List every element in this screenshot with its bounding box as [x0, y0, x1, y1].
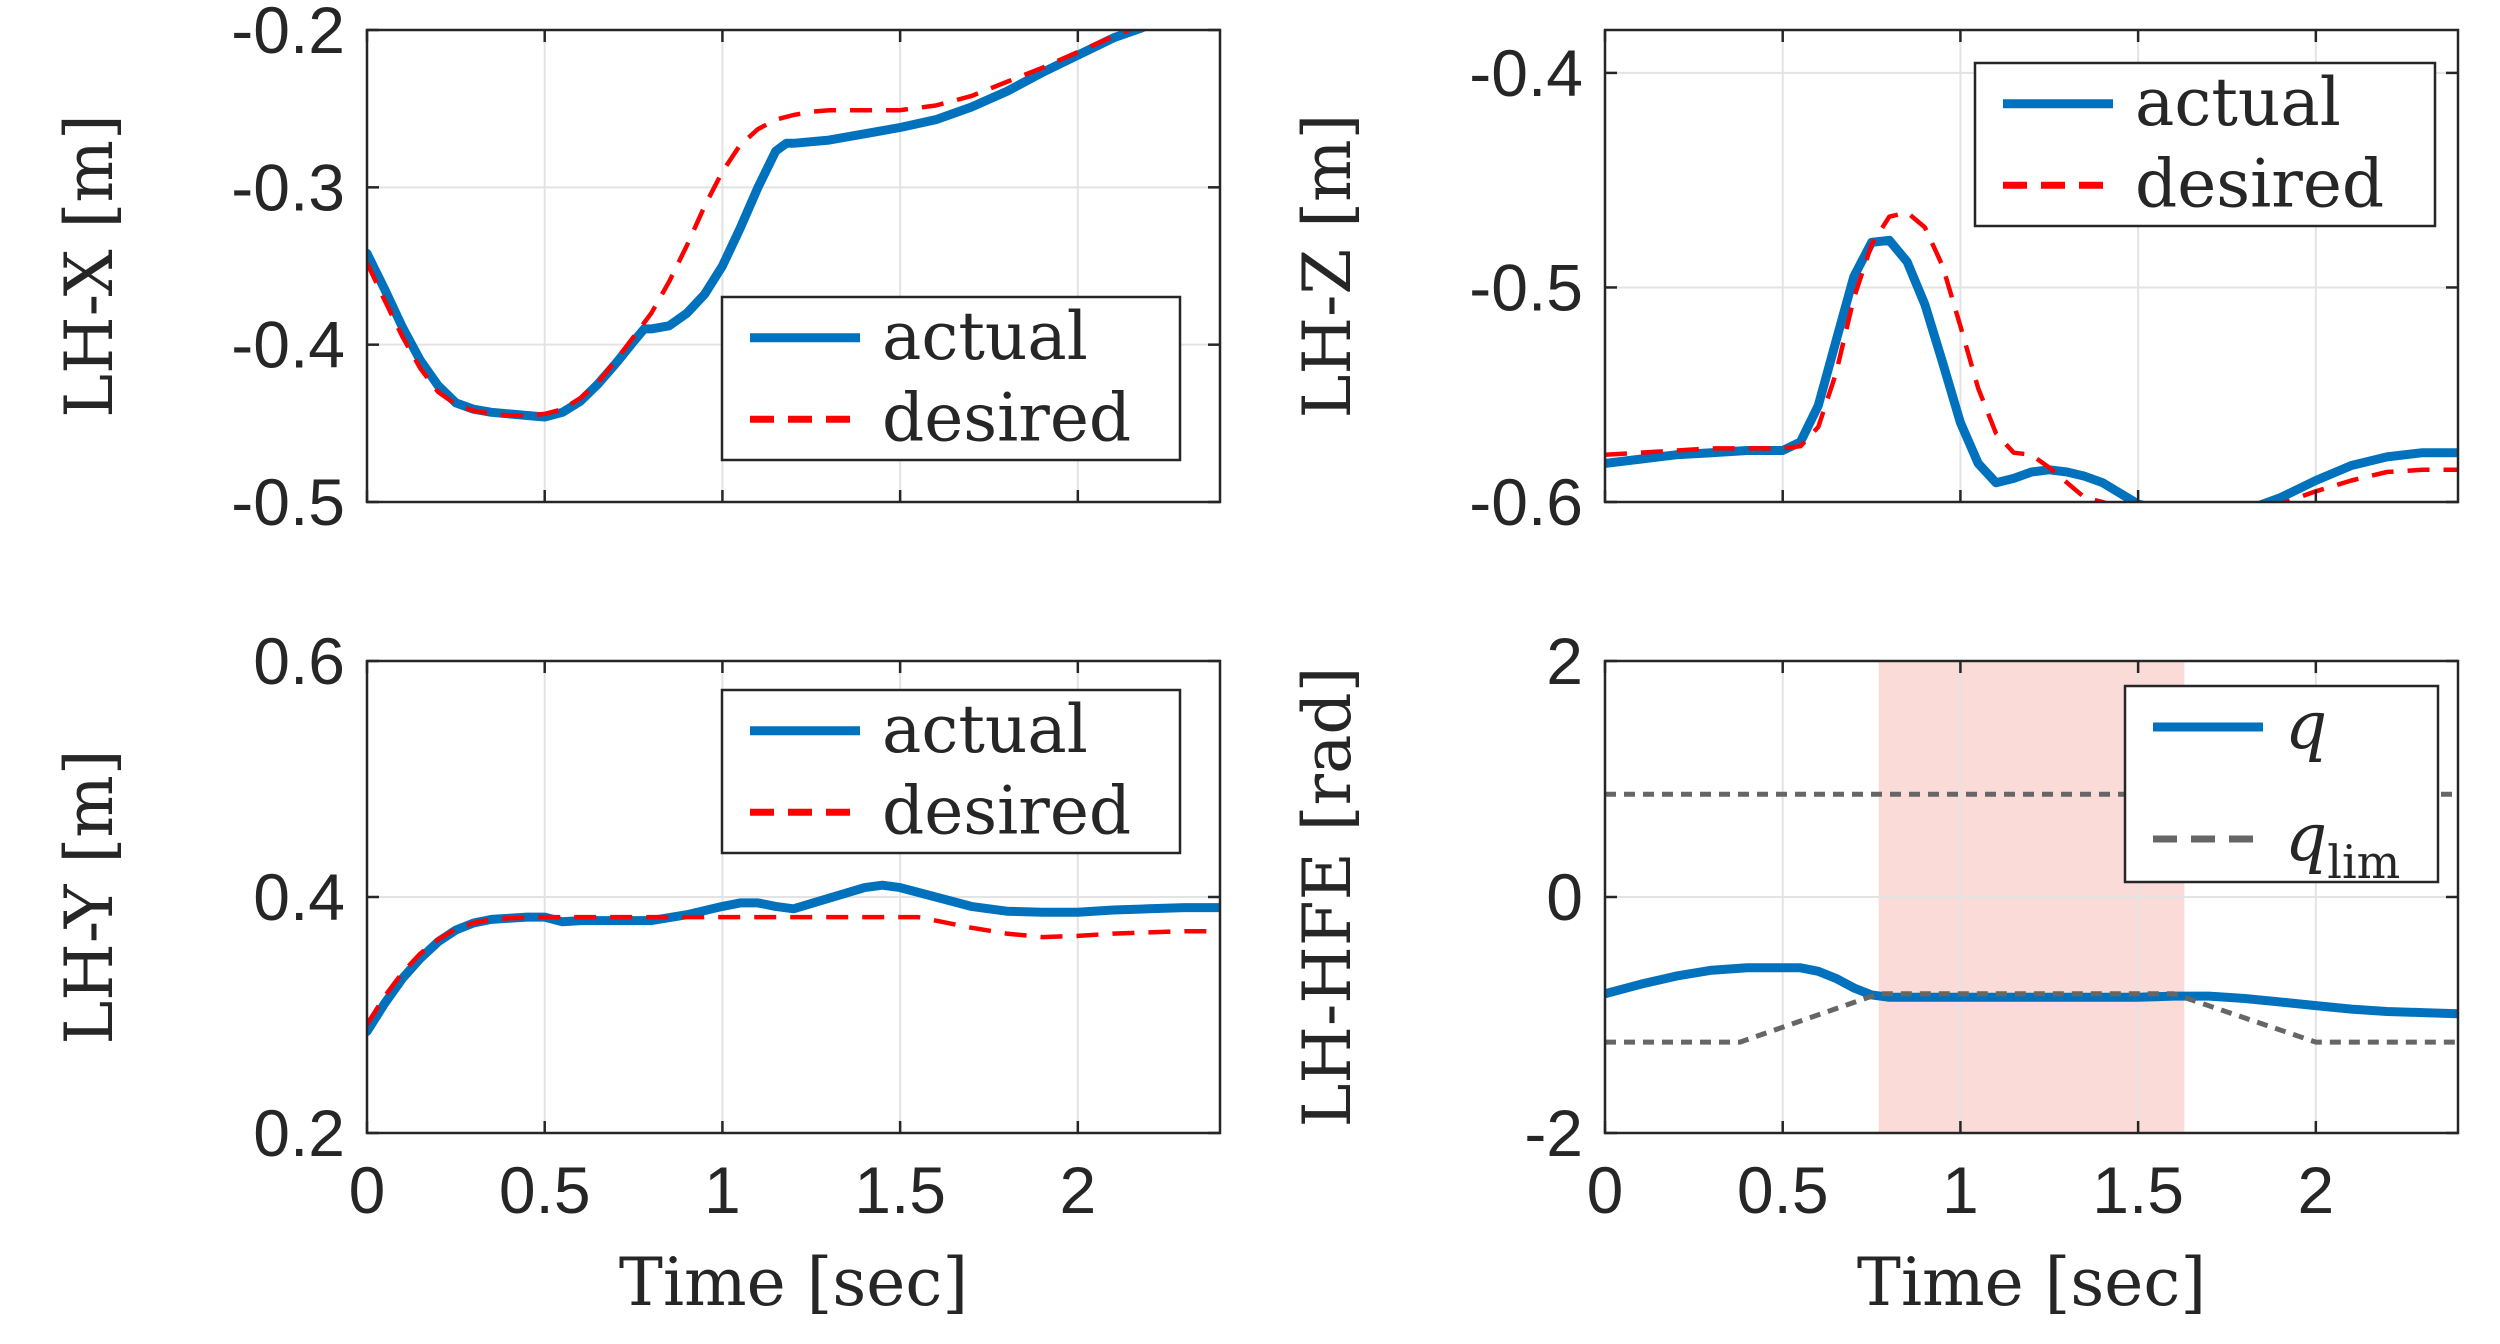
x-tick-label: 1 [704, 1153, 741, 1227]
y-tick-label: -0.6 [1469, 465, 1583, 539]
x-tick-label: 0 [349, 1153, 386, 1227]
legend-box [720, 688, 1182, 855]
series-line-q-lim-lower [1605, 991, 2458, 1045]
y-tick-label: -0.3 [231, 150, 345, 224]
chart-lh-y: 0.2 0.4 0.6 0 0.5 1 1.5 2 LH-Y [m] Time [sec] [51, 624, 1222, 1321]
series-group [367, 880, 1220, 1036]
x-tick-label: 1 [1942, 1153, 1979, 1227]
legend-label: desired [2135, 145, 2384, 222]
y-tick-label: -2 [1524, 1096, 1583, 1170]
legend-label: actual [882, 691, 1088, 768]
x-tick-label: 1.5 [2092, 1153, 2184, 1227]
y-tick-label: -0.4 [1469, 36, 1583, 110]
chart-lh-x: -0.5 -0.4 -0.3 -0.2 LH-X [m] [51, 0, 1222, 539]
y-axis-label: LH-Z [m] [1289, 114, 1366, 419]
y-axis-label: LH-X [m] [51, 114, 128, 417]
series-line-actual [367, 880, 1220, 1036]
legend-label: desired [882, 379, 1131, 456]
legend-label: actual [2135, 64, 2341, 141]
y-axis-label: LH-Y [m] [51, 749, 128, 1044]
x-tick-label: 2 [2297, 1153, 2334, 1227]
y-tick-label: -0.2 [231, 0, 345, 67]
series-line-desired [1605, 210, 2458, 502]
y-tick-label: 0 [1546, 860, 1583, 934]
legend-box [1973, 61, 2437, 228]
series-line-desired [367, 30, 1136, 418]
y-tick-label: 2 [1546, 624, 1583, 698]
x-axis-label: Time [sec] [619, 1244, 968, 1321]
y-tick-label: -0.5 [231, 465, 345, 539]
x-tick-label: 1.5 [854, 1153, 946, 1227]
series-line-desired [367, 914, 1220, 1026]
legend-box [2123, 684, 2440, 884]
x-tick-label: 2 [1059, 1153, 1096, 1227]
x-tick-label: 0 [1587, 1153, 1624, 1227]
legend-label: actual [882, 298, 1088, 375]
axes-box [365, 28, 1222, 504]
y-tick-label: 0.4 [253, 860, 345, 934]
legend-label: desired [882, 772, 1131, 849]
x-axis-label: Time [sec] [1857, 1244, 2206, 1321]
series-group [1605, 210, 2458, 502]
y-axis-label: LH-HFE [rad] [1289, 667, 1366, 1128]
x-tick-label: 0.5 [499, 1153, 591, 1227]
x-tick-label: 0.5 [1737, 1153, 1829, 1227]
series-group [367, 30, 1150, 422]
axes-box [1603, 28, 2460, 504]
y-tick-label: -0.5 [1469, 250, 1583, 324]
series-line-q [1605, 963, 2458, 1019]
legend-label-subscript: lim [2327, 835, 2400, 889]
y-tick-label: -0.4 [231, 308, 345, 382]
y-tick-label: 0.6 [253, 624, 345, 698]
legend-box [720, 295, 1182, 462]
legend-label: q [2285, 687, 2327, 764]
chart-lh-z: -0.6 -0.5 -0.4 LH-Z [m] [1289, 28, 2460, 539]
y-tick-label: 0.2 [253, 1096, 345, 1170]
